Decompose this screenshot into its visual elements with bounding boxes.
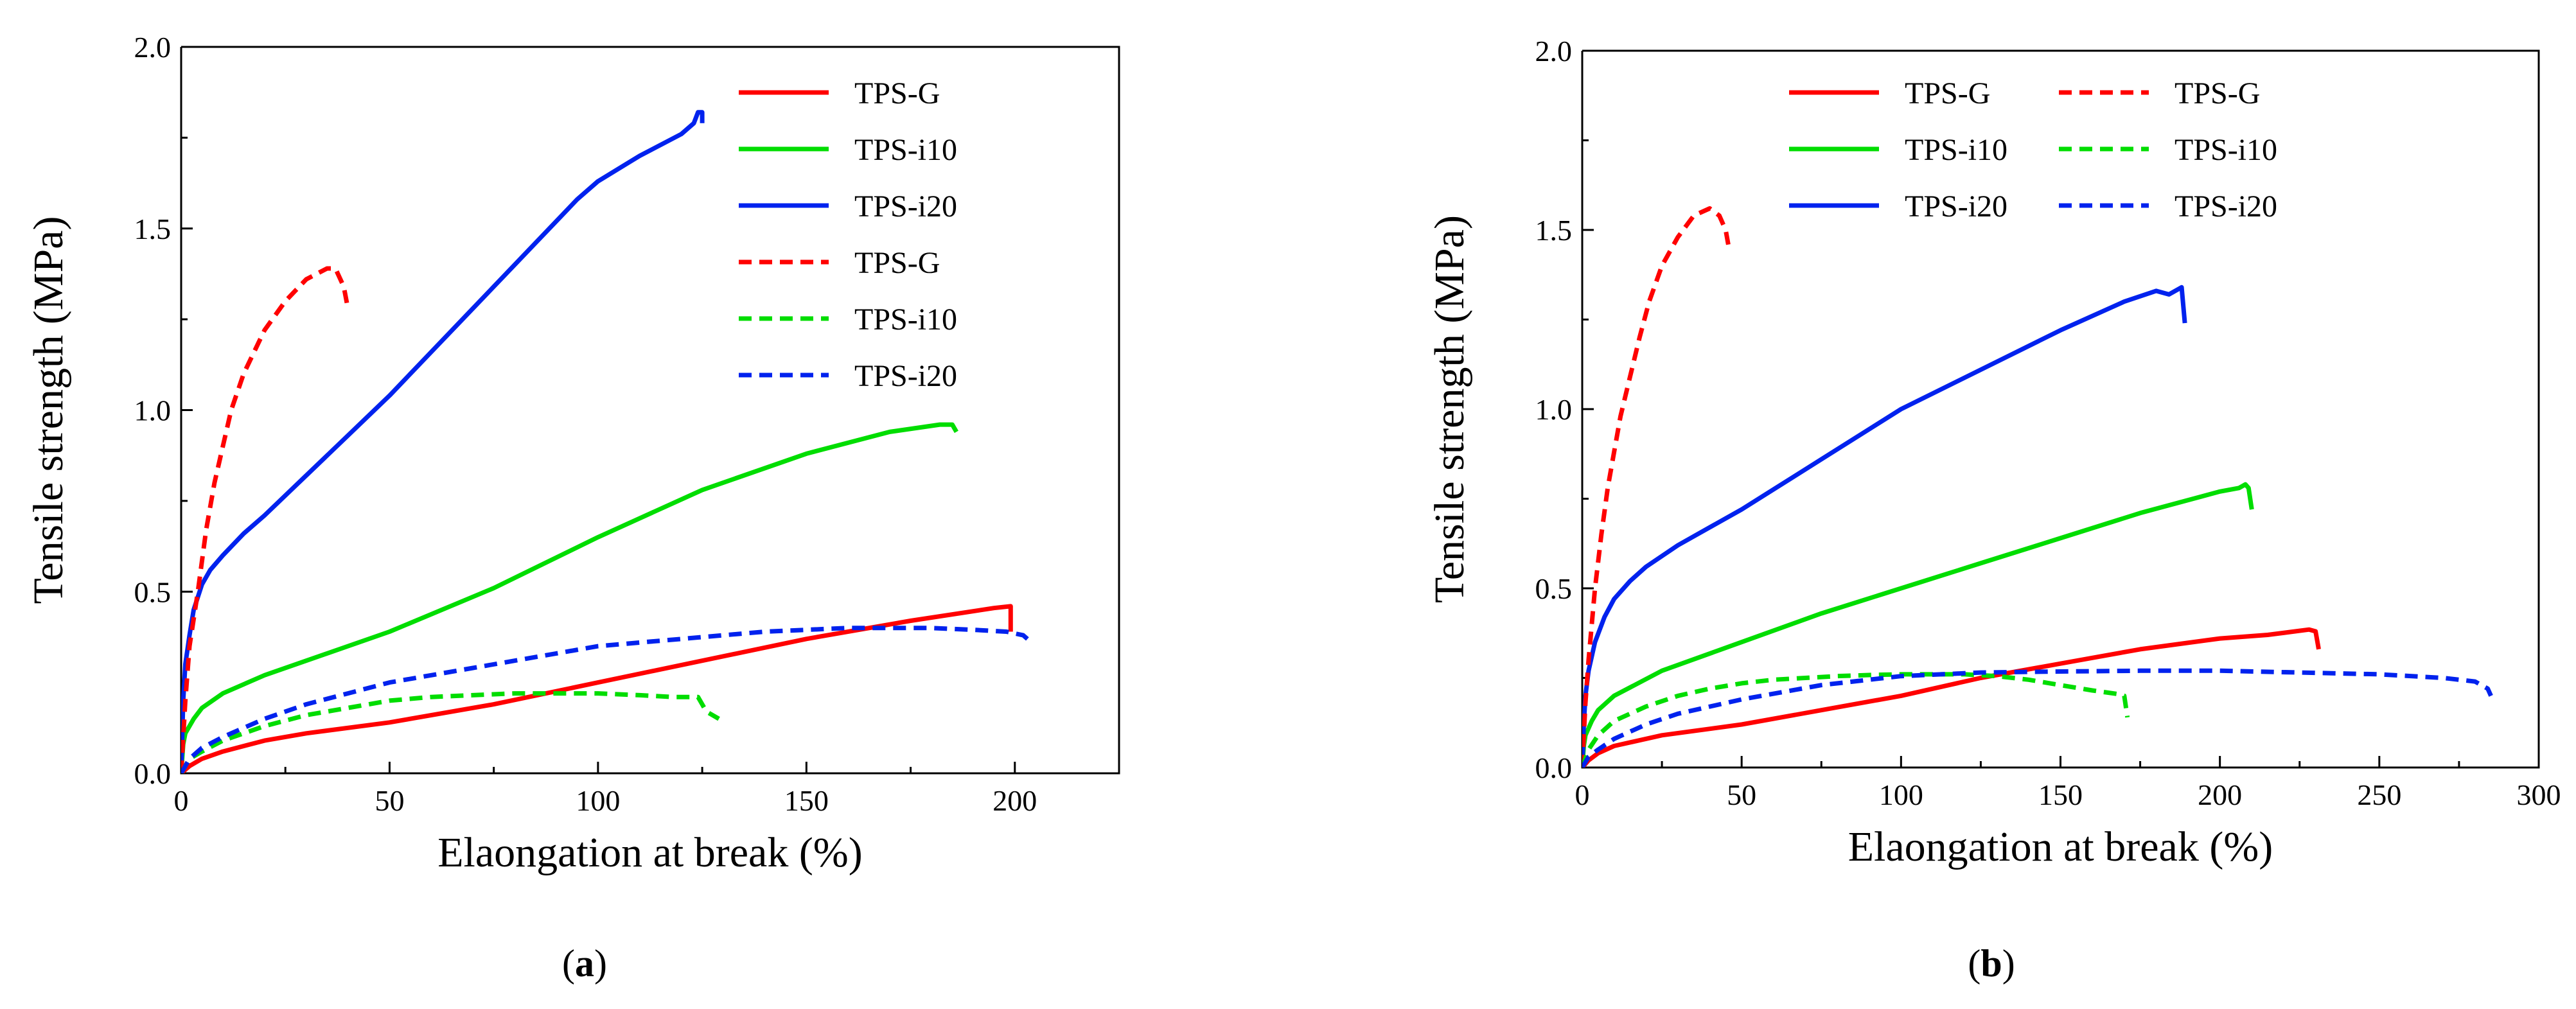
legend-label: TPS-G [1905, 76, 1990, 110]
y-tick-label: 1.5 [1535, 214, 1573, 247]
chart-panel-a: 0 50 100 150 200 0.0 0.5 1.0 1.5 2.0 Elaongation a… [25, 31, 1120, 985]
y-tick-label: 2.0 [1535, 35, 1573, 67]
chart-panel-b: 0 50 100 150 200 250 300 0.0 0.5 1.0 1.5 2.0 Elaonga… [1426, 35, 2561, 985]
panel-label-letter: a [575, 942, 594, 985]
x-tick-label: 300 [2517, 778, 2561, 811]
panel-label-open: ( [562, 942, 575, 985]
x-axis-title: Elaongation at break (%) [437, 829, 863, 876]
series-line-tps-i10-solid [181, 422, 958, 773]
y-tick-label: 1.0 [1535, 393, 1573, 426]
y-tick-label: 1.0 [134, 394, 172, 427]
legend-label: TPS-i20 [1905, 189, 2007, 224]
legend-label: TPS-i10 [2175, 133, 2277, 167]
panel-label-close: ) [2002, 942, 2015, 985]
legend-label: TPS-G [854, 246, 940, 280]
x-tick-label: 0 [1575, 778, 1590, 811]
series-line-tps-i20-dashed [181, 626, 1034, 773]
x-tick-label: 50 [375, 784, 404, 817]
x-tick-label: 100 [576, 784, 620, 817]
panel-label: (a) [562, 942, 607, 985]
panel-label: (b) [1968, 942, 2015, 985]
x-axis-title: Elaongation at break (%) [1848, 823, 2273, 870]
series-line-tps-i20-solid [181, 110, 705, 773]
plot-frame [1581, 49, 2540, 769]
legend-label: TPS-G [2175, 76, 2260, 110]
series-line-tps-g-solid [181, 604, 1013, 773]
x-tick-label: 50 [1727, 778, 1756, 811]
legend-label: TPS-i10 [854, 133, 957, 167]
series-line-tps-i20-dashed [1582, 668, 2493, 768]
series-line-tps-i10-dashed [181, 691, 720, 773]
series-line-tps-g-dashed [181, 266, 351, 773]
y-tick-label: 2.0 [134, 31, 172, 64]
panel-label-letter: b [1981, 942, 2002, 985]
series-line-tps-i10-dashed [1582, 672, 2130, 768]
series-line-tps-g-dashed [1582, 206, 1731, 768]
plot-frame [180, 46, 1120, 775]
legend-label: TPS-i20 [2175, 189, 2277, 224]
legend: TPS-G TPS-i10 TPS-i20 TPS-G TPS-i10 TPS-i20 [739, 76, 957, 393]
legend-label: TPS-i20 [854, 189, 957, 224]
series-line-tps-i10-solid [1582, 482, 2254, 768]
legend-label: TPS-i10 [1905, 133, 2007, 167]
y-tick-label: 0.0 [134, 757, 172, 790]
y-tick-label: 1.5 [134, 213, 172, 245]
legend: TPS-G TPS-i10 TPS-i20 TPS-G TPS-i10 TPS-i20 [1789, 76, 2277, 224]
series-group [181, 110, 1034, 773]
x-tick-label: 200 [992, 784, 1037, 817]
y-axis-title: Tensile strength (MPa) [1426, 215, 1473, 603]
x-tick-label: 150 [784, 784, 829, 817]
y-tick-label: 0.0 [1535, 751, 1573, 784]
panel-label-close: ) [594, 942, 607, 985]
y-tick-label: 0.5 [1535, 572, 1573, 605]
y-axis-title: Tensile strength (MPa) [25, 216, 72, 604]
legend-label: TPS-i20 [854, 359, 957, 393]
x-tick-label: 150 [2038, 778, 2083, 811]
x-tick-label: 250 [2357, 778, 2401, 811]
x-tick-label: 100 [1879, 778, 1923, 811]
legend-label: TPS-G [854, 76, 940, 110]
legend-label: TPS-i10 [854, 303, 957, 337]
series-group [1582, 206, 2493, 768]
panel-label-open: ( [1968, 942, 1981, 985]
x-tick-label: 0 [174, 784, 189, 817]
series-line-tps-g-solid [1582, 627, 2321, 768]
x-tick-label: 200 [2198, 778, 2242, 811]
y-tick-label: 0.5 [134, 575, 172, 608]
